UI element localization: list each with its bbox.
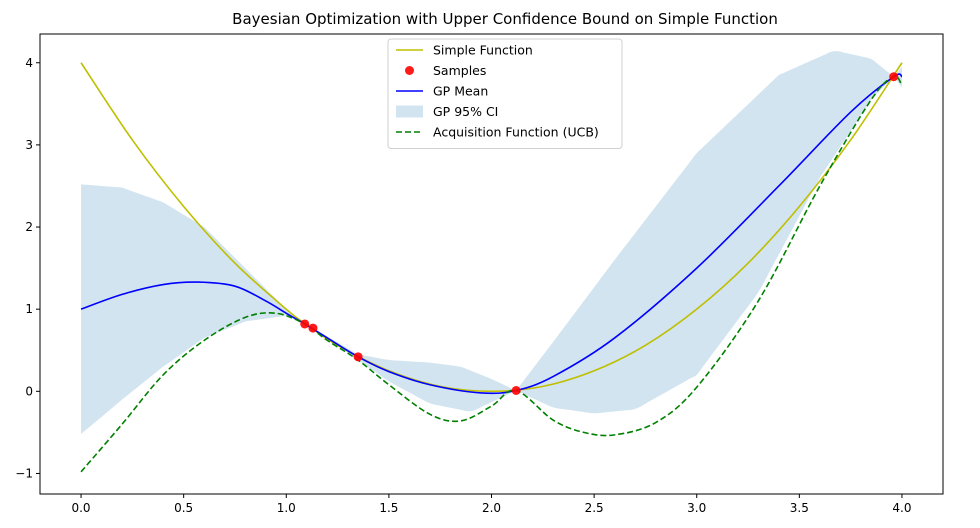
x-tick-label: 3.5	[790, 501, 809, 515]
legend-label-simple-function: Simple Function	[433, 43, 533, 58]
legend-box	[387, 38, 623, 149]
legend: Simple Function Samples GP Mean GP 95% CI Ac…	[387, 38, 623, 149]
ci-band-layer	[81, 51, 902, 435]
x-tick-label: 4.0	[892, 501, 911, 515]
sample-point	[889, 72, 899, 82]
legend-label-gp-95-ci: GP 95% CI	[433, 104, 498, 119]
sample-point	[511, 386, 521, 395]
y-tick-label: 3	[25, 138, 33, 152]
x-tick-label: 2.0	[482, 501, 501, 515]
legend-label-gp-mean: GP Mean	[433, 84, 488, 99]
y-tick-label: 0	[25, 384, 33, 398]
sample-point	[308, 323, 318, 333]
x-tick-label: 1.5	[379, 501, 398, 515]
sample-point	[300, 319, 310, 329]
legend-handle-samples	[405, 66, 414, 75]
x-tick-label: 3.0	[687, 501, 706, 515]
x-tick-label: 0.0	[71, 501, 90, 515]
x-tick-label: 2.5	[585, 501, 604, 515]
y-tick-label: −1	[15, 466, 33, 480]
simple-function-line	[80, 62, 903, 393]
sample-point	[353, 352, 363, 362]
legend-handle-gp-95-ci	[396, 105, 423, 118]
legend-label-samples: Samples	[433, 63, 486, 78]
series-layer	[80, 62, 903, 473]
samples-layer	[300, 72, 899, 395]
x-axis: 0.0 0.5 1.0 1.5 2.0 2.5 3.0 3.5 4.0	[71, 494, 912, 515]
x-tick-label: 0.5	[174, 501, 193, 515]
x-tick-label: 1.0	[277, 501, 296, 515]
ucb-acquisition-line	[80, 75, 903, 473]
y-axis: −1 0 1 2 3 4	[15, 56, 40, 480]
chart-title: Bayesian Optimization with Upper Confide…	[232, 10, 778, 28]
y-tick-label: 2	[25, 220, 33, 234]
gp-ci-band	[81, 51, 902, 435]
y-tick-label: 1	[25, 302, 33, 316]
gp-mean-line	[80, 73, 903, 395]
legend-label-acquisition-function-ucb: Acquisition Function (UCB)	[433, 125, 599, 140]
y-tick-label: 4	[25, 56, 33, 70]
